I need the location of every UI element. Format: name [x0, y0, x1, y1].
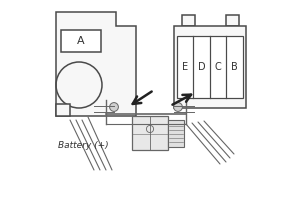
Bar — [168, 120, 184, 147]
Text: D: D — [198, 62, 206, 72]
Text: A: A — [77, 36, 85, 46]
Bar — [177, 36, 243, 98]
Text: Battery (+): Battery (+) — [58, 142, 109, 150]
Bar — [56, 104, 70, 116]
Bar — [61, 30, 101, 52]
Circle shape — [110, 103, 118, 111]
Bar — [226, 15, 239, 26]
Bar — [182, 15, 195, 26]
Text: E: E — [182, 62, 188, 72]
Text: C: C — [215, 62, 222, 72]
Bar — [174, 26, 246, 108]
Polygon shape — [56, 12, 136, 116]
Circle shape — [174, 103, 182, 111]
Bar — [132, 116, 168, 150]
Text: B: B — [231, 62, 238, 72]
